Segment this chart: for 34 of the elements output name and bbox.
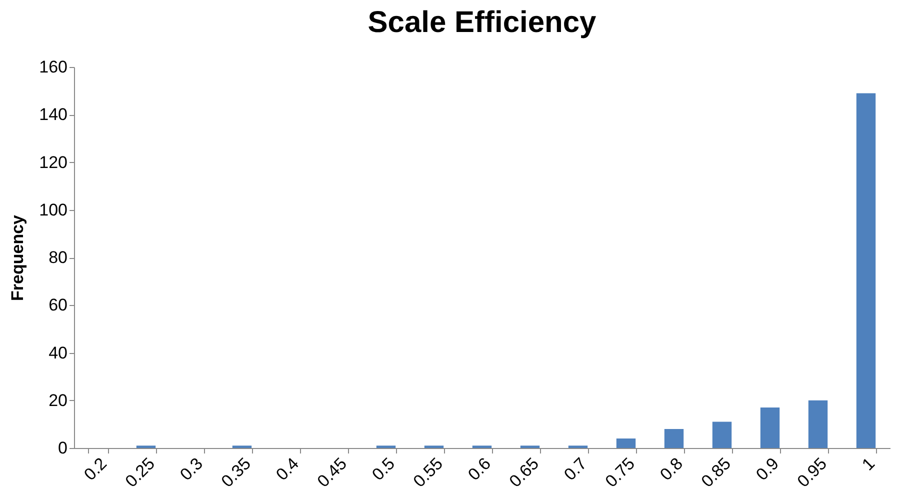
y-tick-label: 80 (48, 248, 68, 267)
x-tick-label: 0.9 (752, 454, 783, 484)
x-tick-label: 0.45 (314, 454, 351, 491)
x-tick-label: 0.55 (410, 454, 447, 491)
x-tick-label: 0.5 (368, 454, 399, 484)
x-tick-label: 0.75 (602, 454, 639, 491)
x-tick-label: 0.4 (272, 454, 303, 484)
x-tick-label: 0.95 (794, 454, 831, 491)
x-tick-label: 0.8 (656, 454, 687, 484)
x-tick-label: 0.6 (464, 454, 495, 484)
y-tick-label: 40 (48, 343, 68, 362)
chart-title: Scale Efficiency (368, 6, 597, 39)
y-tick-label: 60 (48, 296, 68, 315)
bar (712, 422, 732, 448)
bar (616, 438, 636, 448)
x-tick-label: 0.7 (560, 454, 591, 484)
x-tick-label: 0.2 (80, 454, 111, 484)
y-tick-label: 120 (39, 152, 68, 172)
x-tick-label: 0.85 (698, 454, 735, 491)
y-tick-label: 0 (58, 438, 68, 458)
x-tick-label: 0.65 (506, 454, 543, 491)
y-tick-label: 140 (39, 105, 68, 124)
x-tick-label: 0.35 (218, 454, 255, 491)
y-axis-title: Frequency (8, 214, 28, 301)
x-tick-label: 1 (858, 454, 879, 474)
y-tick-label: 160 (39, 58, 68, 76)
x-tick-label: 0.25 (122, 454, 159, 491)
y-tick-label: 100 (39, 200, 68, 220)
x-tick-label: 0.3 (176, 454, 207, 484)
bar (856, 93, 876, 448)
bar (664, 428, 684, 448)
bar (760, 408, 780, 448)
bar (808, 400, 828, 448)
y-tick-label: 20 (48, 390, 68, 410)
